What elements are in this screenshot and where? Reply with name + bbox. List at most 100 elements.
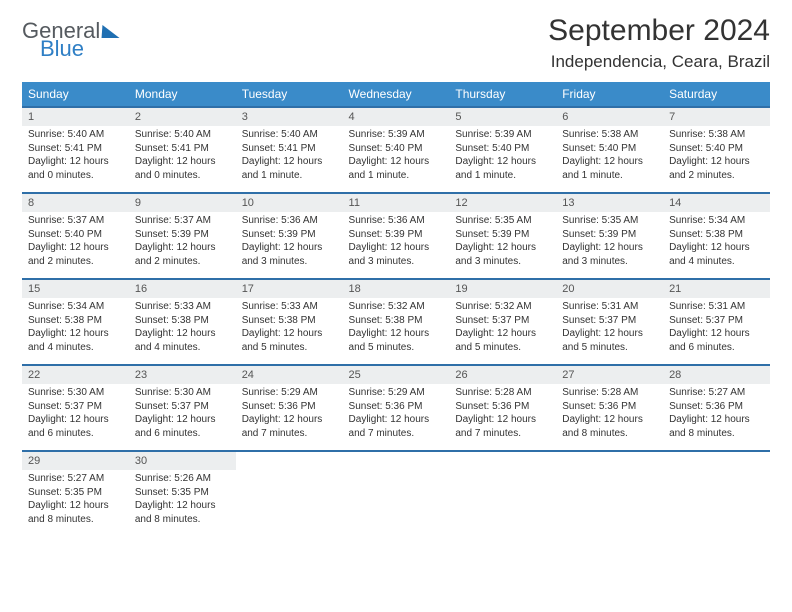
sunset-line: Sunset: 5:36 PM (562, 400, 657, 414)
header: General Blue September 2024 Independenci… (22, 14, 770, 72)
day-number-cell: 15 (22, 279, 129, 298)
sunset-line: Sunset: 5:40 PM (349, 142, 444, 156)
day-number-cell: 29 (22, 451, 129, 470)
daylight-line: Daylight: 12 hours and 3 minutes. (455, 241, 550, 268)
sunrise-line: Sunrise: 5:39 AM (455, 128, 550, 142)
data-row: Sunrise: 5:37 AM Sunset: 5:40 PM Daylight:… (22, 212, 770, 279)
daylight-line: Daylight: 12 hours and 5 minutes. (455, 327, 550, 354)
daylight-line: Daylight: 12 hours and 1 minute. (562, 155, 657, 182)
sunrise-line: Sunrise: 5:39 AM (349, 128, 444, 142)
daylight-line: Daylight: 12 hours and 4 minutes. (669, 241, 764, 268)
data-row: Sunrise: 5:30 AMSunset: 5:37 PMDaylight:… (22, 384, 770, 451)
sunrise-line: Sunrise: 5:38 AM (669, 128, 764, 142)
logo: General Blue (22, 14, 120, 60)
day-number-cell: 8 (22, 193, 129, 212)
dayname-tuesday: Tuesday (236, 82, 343, 107)
sunrise-line: Sunrise: 5:26 AM (135, 472, 230, 486)
day-number-cell: 22 (22, 365, 129, 384)
sunrise-line: Sunrise: 5:34 AM (669, 214, 764, 228)
dayname-thursday: Thursday (449, 82, 556, 107)
day-number-cell: 19 (449, 279, 556, 298)
sunset-line: Sunset: 5:37 PM (455, 314, 550, 328)
title-block: September 2024 Independencia, Ceara, Bra… (548, 14, 770, 72)
day-data-cell: Sunrise: 5:30 AMSunset: 5:37 PMDaylight:… (22, 384, 129, 451)
day-data-cell: Sunrise: 5:37 AMSunset: 5:40 PMDaylight:… (22, 212, 129, 279)
day-number-cell: 24 (236, 365, 343, 384)
day-data-cell (343, 470, 450, 536)
daylight-line: Daylight: 12 hours and 0 minutes. (28, 155, 123, 182)
day-number-cell (663, 451, 770, 470)
daylight-line: Daylight: 12 hours and 1 minute. (455, 155, 550, 182)
sunrise-line: Sunrise: 5:40 AM (28, 128, 123, 142)
dayname-wednesday: Wednesday (343, 82, 450, 107)
sunrise-line: Sunrise: 5:27 AM (669, 386, 764, 400)
sunset-line: Sunset: 5:38 PM (349, 314, 444, 328)
dayname-saturday: Saturday (663, 82, 770, 107)
day-number-cell: 16 (129, 279, 236, 298)
daylight-line: Daylight: 12 hours and 3 minutes. (349, 241, 444, 268)
day-data-cell: Sunrise: 5:27 AMSunset: 5:35 PMDaylight:… (22, 470, 129, 536)
sunrise-line: Sunrise: 5:40 AM (242, 128, 337, 142)
sunrise-line: Sunrise: 5:32 AM (455, 300, 550, 314)
daylight-line: Daylight: 12 hours and 8 minutes. (669, 413, 764, 440)
logo-triangle-icon (102, 25, 121, 38)
day-number-cell: 11 (343, 193, 450, 212)
day-data-cell: Sunrise: 5:29 AMSunset: 5:36 PMDaylight:… (343, 384, 450, 451)
daylight-line: Daylight: 12 hours and 5 minutes. (242, 327, 337, 354)
sunset-line: Sunset: 5:39 PM (135, 228, 230, 242)
daynum-row: 2930 (22, 451, 770, 470)
day-number-cell (556, 451, 663, 470)
daylight-line: Daylight: 12 hours and 2 minutes. (135, 241, 230, 268)
day-number-cell: 10 (236, 193, 343, 212)
day-data-cell: Sunrise: 5:35 AMSunset: 5:39 PMDaylight:… (449, 212, 556, 279)
dayname-sunday: Sunday (22, 82, 129, 107)
sunrise-line: Sunrise: 5:37 AM (135, 214, 230, 228)
data-row: Sunrise: 5:27 AMSunset: 5:35 PMDaylight:… (22, 470, 770, 536)
day-data-cell (556, 470, 663, 536)
sunset-line: Sunset: 5:40 PM (28, 228, 123, 242)
day-data-cell (663, 470, 770, 536)
day-data-cell (449, 470, 556, 536)
logo-word-2: Blue (22, 38, 120, 60)
daylight-line: Daylight: 12 hours and 8 minutes. (562, 413, 657, 440)
sunrise-line: Sunrise: 5:27 AM (28, 472, 123, 486)
daylight-line: Daylight: 12 hours and 5 minutes. (349, 327, 444, 354)
sunrise-line: Sunrise: 5:35 AM (562, 214, 657, 228)
sunset-line: Sunset: 5:39 PM (455, 228, 550, 242)
sunrise-line: Sunrise: 5:35 AM (455, 214, 550, 228)
sunrise-line: Sunrise: 5:34 AM (28, 300, 123, 314)
daylight-line: Daylight: 12 hours and 0 minutes. (135, 155, 230, 182)
sunset-line: Sunset: 5:38 PM (669, 228, 764, 242)
data-row: Sunrise: 5:40 AMSunset: 5:41 PMDaylight:… (22, 126, 770, 193)
day-number-cell: 1 (22, 107, 129, 126)
sunset-line: Sunset: 5:40 PM (669, 142, 764, 156)
sunset-line: Sunset: 5:37 PM (28, 400, 123, 414)
day-number-cell: 14 (663, 193, 770, 212)
sunset-line: Sunset: 5:38 PM (28, 314, 123, 328)
location-text: Independencia, Ceara, Brazil (548, 52, 770, 72)
sunset-line: Sunset: 5:36 PM (349, 400, 444, 414)
sunrise-line: Sunrise: 5:28 AM (562, 386, 657, 400)
month-title: September 2024 (548, 14, 770, 48)
daylight-line: Daylight: 12 hours and 3 minutes. (242, 241, 337, 268)
sunset-line: Sunset: 5:41 PM (242, 142, 337, 156)
day-data-cell: Sunrise: 5:36 AMSunset: 5:39 PMDaylight:… (236, 212, 343, 279)
daylight-line: Daylight: 12 hours and 4 minutes. (28, 327, 123, 354)
daylight-line: Daylight: 12 hours and 4 minutes. (135, 327, 230, 354)
day-data-cell: Sunrise: 5:39 AMSunset: 5:40 PMDaylight:… (449, 126, 556, 193)
day-number-cell: 23 (129, 365, 236, 384)
day-data-cell: Sunrise: 5:38 AMSunset: 5:40 PMDaylight:… (556, 126, 663, 193)
day-number-cell: 18 (343, 279, 450, 298)
day-data-cell: Sunrise: 5:36 AMSunset: 5:39 PMDaylight:… (343, 212, 450, 279)
sunset-line: Sunset: 5:37 PM (135, 400, 230, 414)
daylight-line: Daylight: 12 hours and 7 minutes. (349, 413, 444, 440)
sunrise-line: Sunrise: 5:28 AM (455, 386, 550, 400)
daylight-line: Daylight: 12 hours and 8 minutes. (135, 499, 230, 526)
sunrise-line: Sunrise: 5:32 AM (349, 300, 444, 314)
day-number-cell: 12 (449, 193, 556, 212)
daylight-line: Daylight: 12 hours and 7 minutes. (242, 413, 337, 440)
day-data-cell: Sunrise: 5:28 AMSunset: 5:36 PMDaylight:… (556, 384, 663, 451)
sunset-line: Sunset: 5:39 PM (562, 228, 657, 242)
day-number-cell: 30 (129, 451, 236, 470)
day-data-cell: Sunrise: 5:28 AMSunset: 5:36 PMDaylight:… (449, 384, 556, 451)
